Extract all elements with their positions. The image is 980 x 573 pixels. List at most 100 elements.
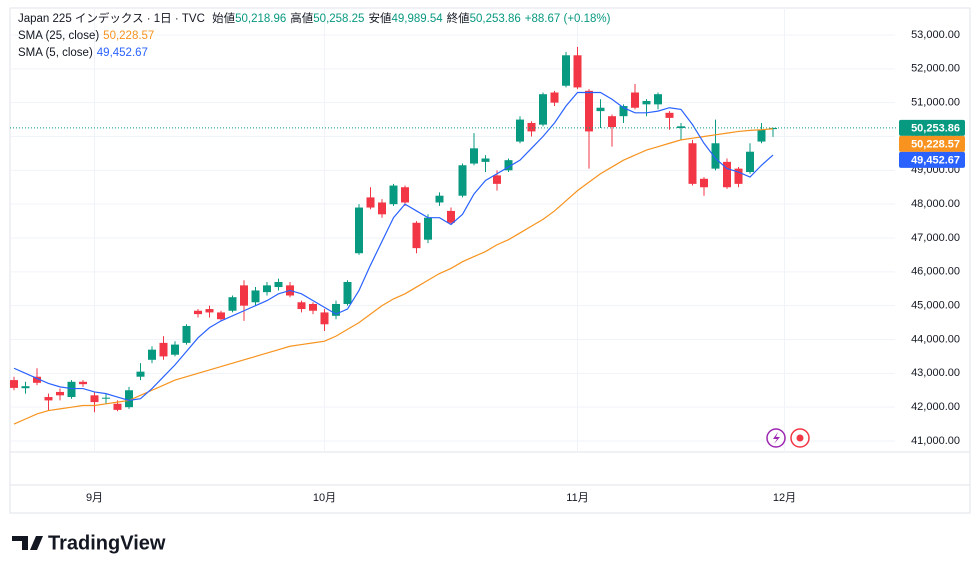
price-box-label: 50,228.57 [911,138,960,150]
candle-body [33,376,41,383]
y-tick-label: 53,000.00 [911,29,960,41]
candle-body [263,285,271,293]
x-tick-label: 10月 [313,492,336,504]
candle-body [412,222,421,249]
legend-name: SMA (25, close) [18,30,100,42]
candle-body [274,281,283,288]
x-tick-label: 11月 [566,492,588,504]
candle-body [309,303,317,311]
candle-body [171,344,179,355]
candle-body [401,187,409,203]
candle-body [493,175,501,184]
candle-body [470,148,478,164]
candle-body [194,310,202,315]
candle-body [125,390,133,408]
candle-body [205,309,214,313]
price-box-label: 50,253.86 [911,122,960,134]
y-tick-label: 51,000.00 [911,97,960,109]
candle-body [217,312,225,320]
candle-body [608,116,616,128]
y-tick-label: 45,000.00 [911,300,960,312]
brand-name: TradingView [48,532,166,554]
grid [10,8,895,452]
y-tick-label: 46,000.00 [911,266,960,278]
lightning-glyph [773,432,780,444]
ohlc-value: 49,989.54 [391,13,443,25]
candle-body [481,158,490,162]
x-tick-label: 12月 [773,492,796,504]
brand-logo[interactable]: TradingView [12,532,166,554]
candle-body [148,349,156,360]
candle-body [424,217,432,240]
sma-line [13,91,774,402]
ohlc-label: 安値 [368,13,392,25]
candle-body [10,380,18,388]
x-tick-label: 9月 [86,492,103,504]
candle-body [458,165,467,196]
candle-body [769,127,777,130]
candle-body [677,126,685,129]
price-box [899,135,965,152]
candle-body [746,151,754,173]
candle-body [21,386,30,389]
candle-body [527,122,536,132]
candle-body [343,281,352,304]
ohlc-value: 50,258.25 [313,13,365,25]
candle-body [550,92,559,103]
legend-row: SMA (25, close) 50,228.57 [18,28,614,45]
candle-body [516,119,524,142]
candle-body [562,55,570,86]
candle-body [654,94,662,105]
header-row: Japan 225 インデックス · 1日 · TVC 始値50,218.96 高… [18,11,614,28]
legend-name: SMA (5, close) [18,47,93,59]
candle-body [113,403,122,410]
y-tick-label: 43,000.00 [911,367,960,379]
y-tick-label: 41,000.00 [911,435,960,447]
legend-row: SMA (5, close) 49,452.67 [18,45,614,62]
icons[interactable] [766,428,810,448]
candle-body [447,210,455,223]
y-tick-label: 47,000.00 [911,232,960,244]
ohlc-label: 始値 [212,13,236,25]
candle-body [355,207,363,254]
ohlc-value: 50,218.96 [235,13,287,25]
price-box [899,151,965,168]
ohlc-label: 高値 [290,13,314,25]
y-tick-label: 44,000.00 [911,333,960,345]
candle-body [90,395,99,403]
candle-body [688,143,697,184]
candle-body [44,397,53,401]
candle-body [619,106,628,117]
candle-body [631,92,639,108]
candle-body [228,297,237,311]
candle-body [79,381,87,385]
candle-body [734,168,743,184]
legend-value: 49,452.67 [96,47,148,59]
candle-body [102,397,110,399]
legend-value: 50,228.57 [103,30,155,42]
candle-body [251,290,260,303]
candle-body [435,195,444,203]
candle-body [332,303,340,316]
candle-body [723,161,731,188]
candle-body [596,107,605,112]
sma-line [13,128,774,425]
y-tick-label: 52,000.00 [911,63,960,75]
candle-body [539,94,547,125]
candle-body [389,185,398,205]
candle-body [297,302,306,310]
candle-body [366,197,375,208]
candle-body [757,129,766,142]
labels: 41,000.00 42,000.00 43,000.00 44,000.00 45,0… [86,29,965,504]
candle-body [711,143,720,169]
logo-mark [12,536,43,550]
candle-body [136,371,145,377]
change: +88.67 (+0.18%) [524,13,611,25]
candle-body [159,342,168,357]
candle-body [378,202,386,215]
candle-body [665,112,674,118]
candle-body [240,285,248,306]
candle-body [56,391,64,396]
candle-body [182,325,191,343]
